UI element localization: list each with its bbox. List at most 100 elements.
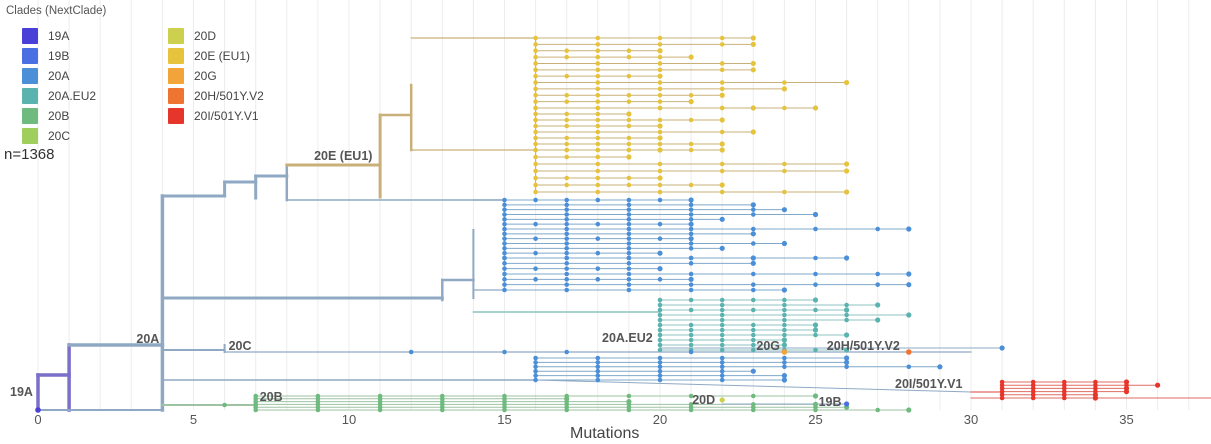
tip-point	[595, 161, 601, 167]
tip-point	[595, 61, 601, 66]
tip-point	[719, 397, 725, 403]
tip-point	[564, 207, 569, 212]
tip-point	[1030, 382, 1036, 388]
sample-size-label: n=1368	[4, 146, 55, 163]
tip-point	[750, 202, 756, 208]
tip-point	[719, 80, 725, 85]
tip-point	[781, 377, 788, 383]
tip-point	[502, 197, 507, 203]
tip-point	[812, 327, 819, 333]
tip-point	[564, 282, 569, 287]
tip-point	[719, 327, 725, 333]
tip-point	[626, 266, 632, 271]
tip-point	[626, 135, 632, 141]
tip-point	[782, 297, 787, 303]
tip-point	[657, 86, 663, 92]
x-tick-label: 10	[342, 412, 356, 427]
tip-point	[906, 226, 912, 232]
legend-label: 20B	[48, 109, 70, 123]
tip-point	[564, 255, 569, 261]
tip-point	[719, 86, 725, 92]
tip-point	[750, 260, 756, 266]
tip-point	[502, 282, 507, 287]
tip-point	[595, 48, 601, 54]
tip-point	[751, 342, 756, 348]
clade-label: 20D	[692, 393, 715, 407]
tip-point	[999, 379, 1005, 385]
tip-point	[502, 212, 507, 217]
tip-point	[626, 221, 632, 227]
tip-point	[626, 255, 632, 261]
tip-point	[564, 92, 569, 98]
tip-point	[813, 332, 818, 338]
tip-point	[595, 189, 601, 195]
tip-point	[533, 86, 538, 92]
tip-point	[844, 168, 850, 174]
tip-point	[626, 250, 632, 256]
tip-point	[533, 221, 538, 227]
tip-point	[222, 402, 227, 408]
tip-point	[751, 393, 756, 399]
tip-point	[377, 407, 383, 413]
tip-point	[502, 271, 507, 277]
tip-point	[657, 123, 663, 129]
tip-point	[502, 217, 507, 222]
tip-point	[502, 207, 507, 212]
legend-swatch	[22, 128, 38, 144]
tip-point	[782, 332, 787, 338]
tip-point	[844, 189, 850, 195]
tip-point	[906, 282, 912, 288]
legend-label: 19B	[48, 49, 70, 63]
tip-point	[595, 147, 601, 153]
tip-point	[782, 364, 787, 370]
tip-point	[1123, 389, 1130, 395]
tip-point	[626, 123, 632, 129]
tip-point	[719, 105, 725, 111]
tip-point	[688, 207, 694, 212]
tip-point	[782, 360, 787, 365]
tip-point	[657, 161, 663, 167]
tip-point	[657, 236, 663, 241]
tip-point	[657, 35, 663, 41]
tip-point	[35, 407, 41, 413]
tip-point	[626, 246, 632, 251]
tip-point	[595, 364, 601, 370]
tip-point	[595, 154, 601, 160]
tip-point	[844, 312, 849, 318]
tip-point	[1062, 389, 1067, 394]
tip-point	[502, 202, 507, 208]
tip-point	[719, 67, 725, 73]
tip-point	[781, 342, 788, 348]
tip-point	[595, 355, 601, 361]
tip-point	[719, 129, 725, 135]
tip-point	[595, 250, 601, 256]
tip-point	[1093, 379, 1098, 385]
tip-point	[1062, 382, 1067, 388]
tip-point	[751, 407, 756, 413]
tip-point	[844, 401, 850, 407]
tip-point	[813, 282, 818, 287]
legend-swatch	[168, 68, 184, 84]
tip-point	[564, 407, 569, 413]
tip-point	[1030, 392, 1036, 398]
tip-point	[533, 277, 538, 282]
tip-point	[626, 99, 632, 104]
tip-point	[626, 111, 632, 117]
tip-point	[595, 117, 601, 123]
tip-point	[595, 86, 601, 92]
tip-point	[1062, 379, 1067, 385]
tip-point	[626, 217, 632, 222]
tip-point	[719, 182, 725, 188]
tip-point	[719, 302, 725, 308]
tip-point	[533, 182, 538, 188]
legend-swatch	[22, 28, 38, 44]
tip-point	[688, 197, 694, 203]
tip-point	[750, 60, 756, 67]
legend-swatch	[22, 68, 38, 84]
legend-item: 20A	[22, 66, 96, 86]
tip-point	[657, 54, 663, 60]
legend-item: 20I/501Y.V1	[168, 106, 264, 126]
tip-point	[657, 99, 663, 104]
tip-point	[502, 221, 507, 227]
